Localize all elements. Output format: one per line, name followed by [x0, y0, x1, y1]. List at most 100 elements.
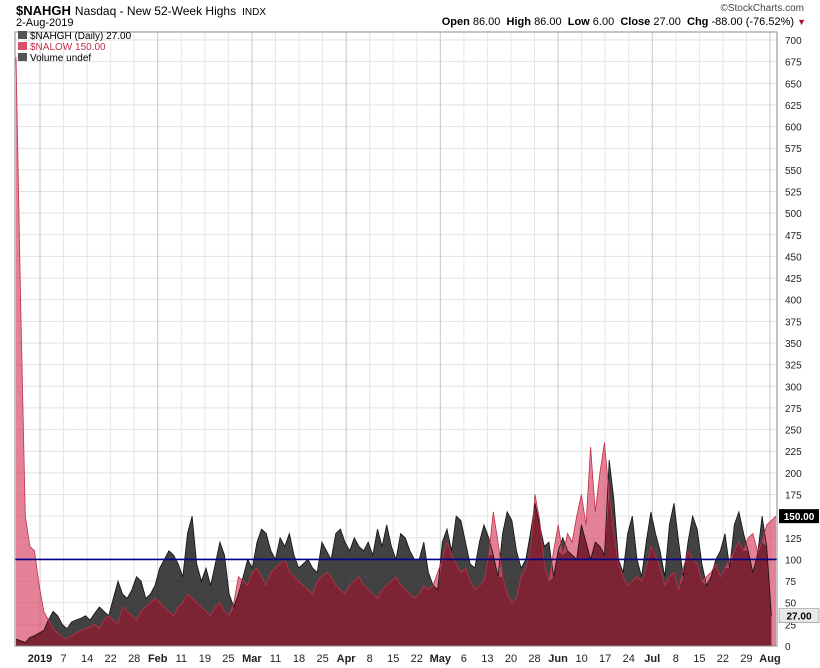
- y-tick-label: 475: [785, 231, 802, 242]
- legend-highs: $NAHGH (Daily) 27.00: [30, 31, 132, 42]
- y-tick-label: 50: [785, 599, 797, 610]
- copyright-icon: ©: [720, 3, 728, 14]
- x-tick-label: 15: [387, 653, 399, 665]
- y-tick-label: 250: [785, 426, 802, 437]
- x-tick-label: 22: [411, 653, 423, 665]
- legend-swatch-lows: [18, 42, 27, 50]
- y-tick-label: 650: [785, 79, 802, 90]
- y-tick-label: 375: [785, 317, 802, 328]
- x-tick-label: Feb: [148, 653, 168, 665]
- y-tick-label: 75: [785, 577, 797, 588]
- y-tick-label: 300: [785, 382, 802, 393]
- x-tick-label: 7: [60, 653, 66, 665]
- y-tick-label: 450: [785, 252, 802, 263]
- y-tick-label: 100: [785, 555, 802, 566]
- grid: [15, 32, 777, 647]
- y-tick-label: 275: [785, 404, 802, 415]
- y-tick-label: 625: [785, 101, 802, 112]
- x-tick-label: 11: [270, 653, 281, 665]
- y-tick-label: 200: [785, 469, 802, 480]
- x-axis-labels: 2019 7 14 22 28 Feb 11 19 25 Mar 11 18 25 Apr 8 15 22 May…: [28, 653, 781, 665]
- overlap-area: [16, 494, 772, 646]
- x-tick-label: 22: [717, 653, 729, 665]
- x-tick-label: Jun: [548, 653, 568, 665]
- exchange-label: INDX: [242, 7, 266, 18]
- ohlc-summary: Open 86.00 High 86.00 Low 6.00 Close 27.…: [442, 16, 806, 28]
- x-tick-label: 28: [528, 653, 540, 665]
- x-tick-label: Jul: [644, 653, 660, 665]
- highs-line: [15, 459, 772, 643]
- x-tick-label: 19: [199, 653, 211, 665]
- legend-swatch-highs: [18, 31, 27, 39]
- x-tick-label: Aug: [759, 653, 780, 665]
- symbol-description: Nasdaq - New 52-Week Highs: [74, 4, 237, 18]
- x-tick-label: May: [430, 653, 452, 665]
- x-tick-label: Mar: [242, 653, 262, 665]
- legend-volume: Volume undef: [30, 53, 91, 64]
- close-label: Close: [620, 16, 651, 28]
- lows-line: [15, 57, 777, 640]
- y-tick-label: 325: [785, 361, 802, 372]
- low-label: Low: [567, 16, 590, 28]
- x-tick-label: 25: [222, 653, 234, 665]
- close-value: 27.00: [653, 16, 681, 28]
- y-tick-label: 700: [785, 36, 802, 47]
- series-areas: [15, 57, 777, 647]
- x-tick-label: 14: [81, 653, 93, 665]
- y-tick-label: 600: [785, 123, 802, 134]
- y-axis-labels: 0255075100125150175200225250275300325350…: [785, 36, 802, 653]
- x-tick-label: 11: [176, 653, 187, 665]
- x-tick-label: 24: [623, 653, 635, 665]
- y-tick-label: 400: [785, 296, 802, 307]
- x-tick-label: 29: [740, 653, 752, 665]
- y-tick-label: 425: [785, 274, 802, 285]
- x-tick-label: 13: [481, 653, 493, 665]
- y-tick-label: 225: [785, 447, 802, 458]
- x-tick-label: 22: [105, 653, 117, 665]
- y-tick-label: 0: [785, 642, 791, 653]
- last-value-lows: 150.00: [784, 512, 815, 523]
- x-tick-label: 8: [673, 653, 679, 665]
- chart-title: $NAHGH Nasdaq - New 52-Week Highs INDX: [16, 3, 266, 18]
- x-tick-label: Apr: [337, 653, 357, 665]
- legend-lows: $NALOW 150.00: [30, 42, 106, 53]
- open-value: 86.00: [472, 16, 501, 28]
- y-tick-label: 125: [785, 534, 802, 545]
- x-tick-label: 20: [505, 653, 517, 665]
- credit-text: StockCharts.com: [727, 3, 804, 14]
- symbol: $NAHGH: [16, 3, 71, 18]
- y-tick-label: 675: [785, 58, 802, 69]
- high-label: High: [506, 16, 531, 28]
- y-tick-label: 500: [785, 209, 802, 220]
- x-tick-label: 2019: [28, 653, 52, 665]
- chart-date: 2-Aug-2019: [16, 17, 74, 29]
- y-tick-label: 550: [785, 166, 802, 177]
- x-tick-label: 18: [293, 653, 305, 665]
- legend-swatch-volume: [18, 53, 27, 61]
- x-tick-label: 10: [575, 653, 587, 665]
- y-tick-label: 175: [785, 491, 802, 502]
- y-tick-label: 25: [785, 620, 797, 631]
- x-tick-label: 6: [461, 653, 467, 665]
- credit-link[interactable]: ©StockCharts.com: [720, 3, 804, 14]
- down-arrow-icon: ▼: [797, 17, 806, 27]
- x-tick-label: 28: [128, 653, 140, 665]
- y-tick-label: 350: [785, 339, 802, 350]
- high-value: 86.00: [534, 16, 562, 28]
- open-label: Open: [441, 16, 470, 28]
- x-tick-label: 15: [693, 653, 705, 665]
- plot-frame: [14, 31, 778, 647]
- low-value: 6.00: [592, 16, 615, 28]
- x-tick-label: 25: [316, 653, 328, 665]
- last-value-badge-highs: [778, 608, 820, 623]
- y-tick-label: 525: [785, 188, 802, 199]
- x-tick-label: 17: [599, 653, 611, 665]
- y-tick-label: 575: [785, 144, 802, 155]
- last-value-labels: 150.00 27.00: [778, 509, 820, 623]
- last-value-highs: 27.00: [786, 612, 811, 623]
- last-value-badge-lows: [779, 509, 819, 524]
- x-tick-label: 8: [367, 653, 373, 665]
- legend: $NAHGH (Daily) 27.00 $NALOW 150.00 Volum…: [18, 31, 132, 64]
- chg-value: -88.00 (-76.52%): [711, 16, 795, 28]
